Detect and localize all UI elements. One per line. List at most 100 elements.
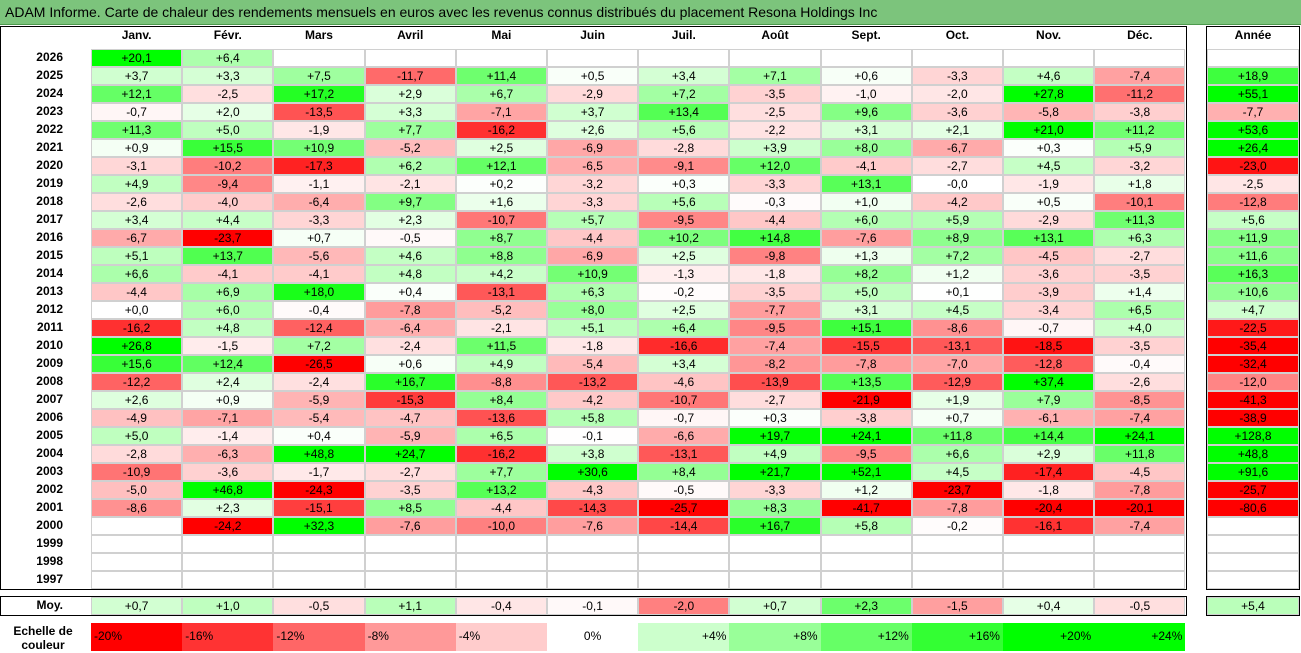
year-label: 2015 — [36, 248, 63, 262]
heatmap-cell — [91, 553, 183, 571]
heatmap-cell: +1,2 — [911, 265, 1003, 283]
heatmap-cell: +17,2 — [273, 85, 365, 103]
heatmap-cell: -13,2 — [547, 373, 639, 391]
heatmap-cell: +5,7 — [547, 211, 639, 229]
heatmap-cell: +7,7 — [364, 121, 456, 139]
heatmap-cell: +24,7 — [364, 445, 456, 463]
heatmap-cell: +15,6 — [91, 355, 183, 373]
heatmap-cell: +6,6 — [911, 445, 1003, 463]
color-scale-stop: +24% — [1094, 623, 1186, 651]
heatmap-cell: +1,8 — [1094, 175, 1186, 193]
heatmap-cell: +8,4 — [638, 463, 730, 481]
heatmap-cell: +27,8 — [1003, 85, 1095, 103]
heatmap-cell: +3,1 — [820, 121, 912, 139]
heatmap-cell: -4,4 — [729, 211, 821, 229]
heatmap-cell: +21,7 — [729, 463, 821, 481]
heatmap-cell: -2,1 — [455, 319, 547, 337]
heatmap-cell: -15,1 — [273, 499, 365, 517]
heatmap-cell: +5,8 — [547, 409, 639, 427]
heatmap-cell — [364, 553, 456, 571]
heatmap-cell: -10,1 — [1094, 193, 1186, 211]
heatmap-cell: -8,2 — [729, 355, 821, 373]
heatmap-cell: -4,9 — [91, 409, 183, 427]
heatmap-cell: -13,1 — [911, 337, 1003, 355]
heatmap-cell: -2,8 — [638, 139, 730, 157]
heatmap-cell: -13,1 — [638, 445, 730, 463]
heatmap-cell: +4,9 — [91, 175, 183, 193]
heatmap-cell: +2,5 — [638, 301, 730, 319]
heatmap-cell: -7,8 — [1094, 481, 1186, 499]
heatmap-cell: -41,7 — [820, 499, 912, 517]
heatmap-cell: -6,3 — [182, 445, 274, 463]
heatmap-cell: +5,0 — [820, 283, 912, 301]
heatmap-cell: -2,4 — [364, 337, 456, 355]
heatmap-cell: +5,9 — [911, 211, 1003, 229]
heatmap-cell: -3,6 — [911, 103, 1003, 121]
heatmap-cell: +1,2 — [820, 481, 912, 499]
heatmap-cell — [364, 49, 456, 67]
heatmap-cell: -16,1 — [1003, 517, 1095, 535]
heatmap-cell: +11,8 — [911, 427, 1003, 445]
heatmap-cell — [547, 49, 639, 67]
heatmap-cell: +1,6 — [455, 193, 547, 211]
heatmap-cell: -6,4 — [273, 193, 365, 211]
heatmap-cell: -5,2 — [364, 139, 456, 157]
heatmap-cell: +6,5 — [1094, 301, 1186, 319]
color-scale-stop: +16% — [911, 623, 1003, 651]
heatmap-cell: -7,8 — [911, 499, 1003, 517]
heatmap-cell: -7,6 — [547, 517, 639, 535]
heatmap-cell: -1,3 — [638, 265, 730, 283]
color-scale-stop: +12% — [820, 623, 912, 651]
month-header: Oct. — [945, 28, 970, 42]
heatmap-cell: +13,1 — [820, 175, 912, 193]
heatmap-cell: +20,1 — [91, 49, 183, 67]
heatmap-cell: +6,3 — [547, 283, 639, 301]
heatmap-cell: -0,4 — [273, 301, 365, 319]
heatmap-cell — [729, 49, 821, 67]
year-label: 2005 — [36, 428, 63, 442]
year-label: 2008 — [36, 374, 63, 388]
heatmap-cell: +5,8 — [820, 517, 912, 535]
heatmap-cell: +30,6 — [547, 463, 639, 481]
heatmap-cell: +0,4 — [364, 283, 456, 301]
heatmap-cell: +9,7 — [364, 193, 456, 211]
heatmap-cell: +11,5 — [455, 337, 547, 355]
heatmap-cell: +6,4 — [182, 49, 274, 67]
heatmap-cell: -3,2 — [1094, 157, 1186, 175]
average-cell: +1,0 — [182, 597, 274, 615]
heatmap-cell: +4,6 — [1003, 67, 1095, 85]
heatmap-cell: +8,5 — [364, 499, 456, 517]
heatmap-cell: -3,5 — [729, 283, 821, 301]
heatmap-cell — [455, 49, 547, 67]
heatmap-cell: +2,3 — [182, 499, 274, 517]
heatmap-cell — [1003, 49, 1095, 67]
heatmap-cell: -7,4 — [1094, 409, 1186, 427]
heatmap-cell: -4,4 — [547, 229, 639, 247]
heatmap-cell — [1094, 553, 1186, 571]
heatmap-cell: -9,1 — [638, 157, 730, 175]
heatmap-cell: -16,2 — [455, 121, 547, 139]
annual-cell: -2,5 — [1207, 175, 1299, 193]
heatmap-cell: +0,2 — [455, 175, 547, 193]
heatmap-cell: +3,3 — [364, 103, 456, 121]
color-scale-label: Echelle de couleur — [1, 624, 85, 652]
heatmap-cell: -6,1 — [1003, 409, 1095, 427]
heatmap-cell: +52,1 — [820, 463, 912, 481]
annual-cell: +48,8 — [1207, 445, 1299, 463]
heatmap-cell: -3,3 — [547, 193, 639, 211]
heatmap-cell: +0,4 — [273, 427, 365, 445]
heatmap-cell — [729, 535, 821, 553]
heatmap-cell: -0,7 — [1003, 319, 1095, 337]
average-label: Moy. — [36, 598, 63, 612]
heatmap-cell: -3,5 — [729, 85, 821, 103]
average-cell: -0,5 — [273, 597, 365, 615]
heatmap-cell: +8,2 — [820, 265, 912, 283]
heatmap-cell: -0,5 — [638, 481, 730, 499]
heatmap-cell — [729, 571, 821, 589]
average-cell: +0,4 — [1003, 597, 1095, 615]
heatmap-cell: -2,9 — [547, 85, 639, 103]
heatmap-cell: -7,4 — [1094, 517, 1186, 535]
annual-cell: -41,3 — [1207, 391, 1299, 409]
heatmap-cell — [1003, 571, 1095, 589]
heatmap-cell: +1,3 — [820, 247, 912, 265]
